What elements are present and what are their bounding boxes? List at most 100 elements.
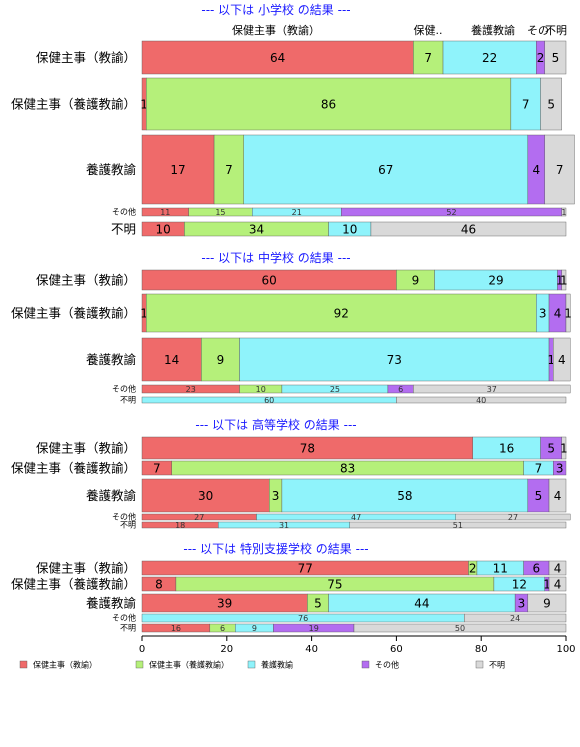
bar-segment [548,576,567,592]
data-label: 11 [160,208,170,217]
data-label: 3 [272,489,280,503]
data-label: 7 [225,163,233,177]
data-label: 1 [564,307,572,321]
bar-segment [370,221,567,237]
data-label: 1 [560,442,568,456]
data-label: 52 [446,208,456,217]
data-label: 92 [334,307,349,321]
bar-segment [527,593,567,613]
bar-segment [146,77,512,131]
bar-segment [201,337,240,382]
data-label: 24 [510,614,520,623]
row-label: 保健主事（教諭） [36,50,136,65]
data-label: 4 [554,562,562,576]
data-label: 7 [424,51,432,65]
data-label: 4 [554,489,562,503]
data-label: 75 [327,578,342,592]
legend-label: 保健主事（教諭） [33,660,97,670]
top-category-label: 保健主事（教諭） [232,23,320,37]
bar-segment [243,134,529,205]
row-label: 不明 [120,396,136,405]
x-tick-label: 80 [475,644,488,655]
legend-label: 養護教諭 [261,660,293,670]
data-label: 16 [171,624,181,633]
bar-segment [141,337,202,382]
top-category-label: 保健.. [414,23,443,37]
bar-segment [146,293,537,333]
data-label: 7 [556,163,564,177]
row-label: 不明 [120,521,136,530]
data-label: 46 [461,223,476,237]
data-label: 9 [252,624,257,633]
row-label: 養護教諭 [86,352,137,367]
row-label: 不明 [111,222,136,237]
data-label: 83 [340,462,355,476]
data-label: 7 [522,98,530,112]
data-label: 39 [217,597,232,611]
legend-label: 不明 [489,661,505,670]
row-label: 保健主事（養護教諭） [11,306,136,321]
data-label: 5 [314,597,322,611]
data-label: 27 [194,513,204,522]
bar-segment [213,134,244,205]
bar-segment [464,613,567,623]
section-title: --- 以下は 小学校 の結果 --- [201,2,350,17]
bar-segment [141,134,215,205]
data-label: 2 [537,51,545,65]
bar-segment [540,77,562,131]
bar-segment [413,384,571,394]
bar-segment [561,269,567,291]
data-label: 12 [512,578,527,592]
bar-segment [553,337,571,382]
data-label: 58 [397,489,412,503]
data-label: 4 [558,353,566,367]
data-label: 86 [321,98,336,112]
bar-segment [565,293,571,333]
x-tick-label: 40 [305,644,318,655]
data-label: 6 [398,385,403,394]
bar-segment [544,40,567,75]
data-label: 76 [298,614,308,623]
bar-segment [544,134,575,205]
x-tick-label: 0 [139,644,145,655]
bar-segment [353,623,567,633]
data-label: 7 [535,462,543,476]
data-label: 4 [532,163,540,177]
data-label: 10 [342,223,357,237]
data-label: 7 [153,462,161,476]
bar-segment [396,396,567,404]
row-label: 保健主事（教諭） [36,561,136,576]
data-label: 31 [279,521,289,530]
bar-segment [455,513,571,521]
data-label: 11 [493,562,508,576]
data-label: 29 [488,274,503,288]
data-label: 4 [554,307,562,321]
legend-label: その他 [375,660,399,670]
data-label: 60 [262,274,277,288]
section-title: --- 以下は 中学校 の結果 --- [201,250,350,265]
data-label: 1 [547,353,555,367]
data-label: 6 [220,624,225,633]
data-label: 5 [547,442,555,456]
data-label: 10 [256,385,266,394]
legend-label: 保健主事（養護教諭） [149,660,229,670]
data-label: 3 [539,307,547,321]
data-label: 1 [543,578,551,592]
row-label: 保健主事（養護教諭） [11,461,136,476]
data-label: 14 [164,353,179,367]
data-label: 1 [560,274,568,288]
x-tick-label: 100 [556,644,575,655]
legend-swatch [135,660,144,669]
top-category-label: その [527,24,549,37]
row-label: その他 [112,207,136,217]
row-label: 保健主事（教諭） [36,273,136,288]
bar-segment [349,521,567,529]
row-label: その他 [112,384,136,394]
data-label: 17 [170,163,185,177]
data-label: 1 [140,98,148,112]
data-label: 3 [556,462,564,476]
x-tick-label: 60 [390,644,403,655]
row-label: その他 [112,512,136,522]
legend-swatch [475,660,484,669]
data-label: 73 [387,353,402,367]
